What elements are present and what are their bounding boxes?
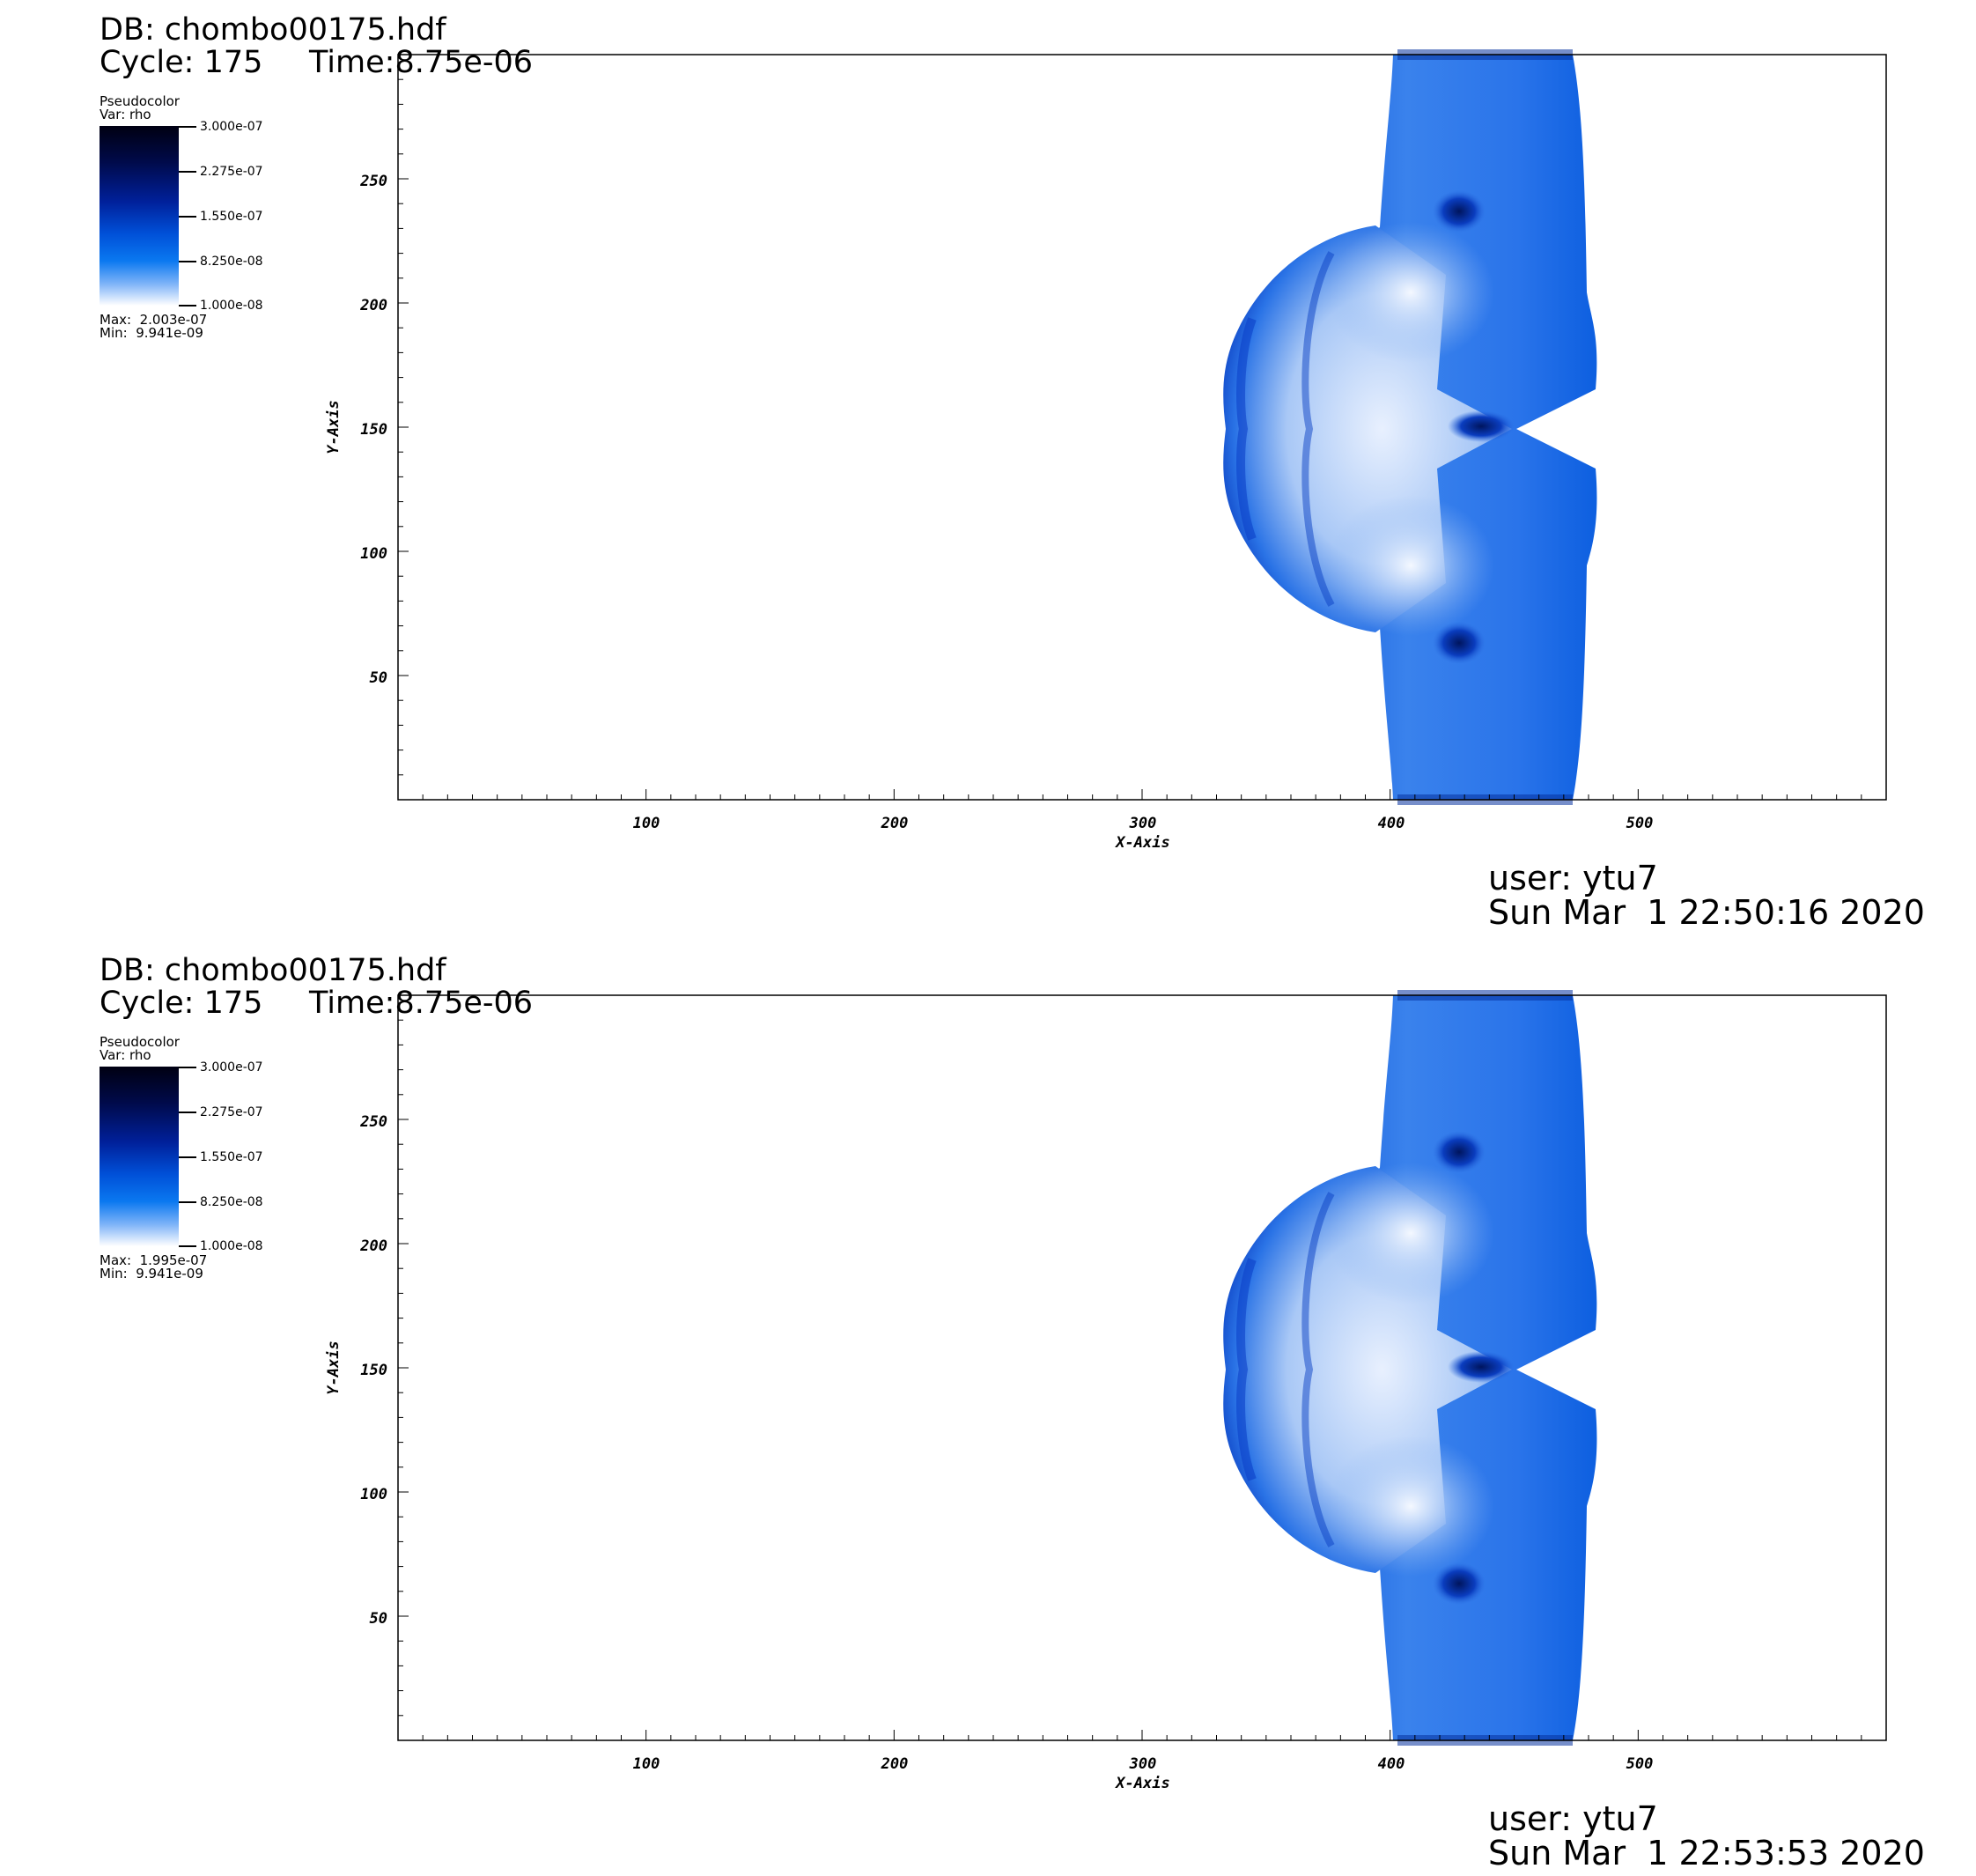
- y-tick-label: 250: [359, 173, 387, 190]
- bright-core: [1327, 1163, 1494, 1304]
- colorbar: [100, 1067, 179, 1246]
- x-axis-label: X-Axis: [1114, 834, 1169, 852]
- x-tick-label: 300: [1129, 815, 1157, 832]
- y-tick-label: 50: [370, 669, 387, 687]
- y-tick-label: 100: [360, 545, 387, 563]
- colorbar: [100, 126, 179, 306]
- x-tick-label: 500: [1626, 1755, 1654, 1773]
- density-plot: 100 200 300 400 500 X-Axis 50 100 150 20…: [325, 990, 1887, 1792]
- y-axis: 50 100 150 200 250 Y-Axis: [325, 1113, 387, 1628]
- colorbar-tick: [179, 1067, 196, 1068]
- density-ridge: [1236, 317, 1257, 541]
- density-ridge: [1301, 1192, 1335, 1547]
- x-tick-label: 100: [633, 1755, 660, 1773]
- y-tick-label: 200: [359, 297, 387, 314]
- legend-max: Max: 1.995e-07: [100, 1252, 208, 1268]
- legend-variable: Var: rho: [100, 1047, 151, 1063]
- database-label: DB: chombo00175.hdf: [100, 12, 446, 48]
- y-axis-label: Y-Axis: [325, 1341, 343, 1394]
- colorbar-tick-label: 8.250e-08: [200, 1195, 263, 1209]
- legend-variable: Var: rho: [100, 107, 151, 122]
- legend-min: Min: 9.941e-09: [100, 325, 203, 341]
- colorbar-tick-label: 1.550e-07: [200, 1150, 263, 1164]
- colorbar-tick-label: 1.000e-08: [200, 1239, 263, 1253]
- density-ridge: [1236, 1258, 1257, 1481]
- time-label: Time:8.75e-06: [309, 986, 534, 1021]
- y-tick-label: 50: [370, 1610, 387, 1628]
- colorbar-tick: [179, 171, 196, 173]
- bright-core: [1327, 222, 1494, 363]
- y-tick-label: 100: [360, 1486, 387, 1503]
- vortex: [1433, 190, 1486, 233]
- y-tick-label: 250: [359, 1113, 387, 1131]
- x-tick-label: 500: [1626, 815, 1654, 832]
- date-label: Sun Mar 1 22:53:53 2020: [1488, 1834, 1925, 1872]
- x-tick-label: 200: [881, 1755, 909, 1773]
- legend-min: Min: 9.941e-09: [100, 1266, 203, 1281]
- date-label: Sun Mar 1 22:50:16 2020: [1488, 893, 1925, 932]
- density-ridge: [1301, 251, 1335, 607]
- time-label: Time:8.75e-06: [309, 45, 534, 80]
- bright-core: [1327, 495, 1494, 636]
- vortex: [1433, 1131, 1486, 1173]
- vortex: [1433, 1562, 1486, 1605]
- y-tick-label: 200: [359, 1237, 387, 1255]
- visit-panel-1: DB: chombo00175.hdf Cycle: 175 Time:8.75…: [0, 0, 1976, 935]
- colorbar-tick: [179, 1112, 196, 1113]
- colorbar-tick-label: 2.275e-07: [200, 165, 263, 179]
- colorbar-tick: [179, 1245, 196, 1247]
- plot-frame: [397, 994, 1887, 1741]
- user-label: user: ytu7: [1488, 859, 1658, 897]
- colorbar-tick-label: 1.550e-07: [200, 210, 263, 224]
- x-axis: 100 200 300 400 500 X-Axis: [633, 815, 1654, 852]
- y-tick-label: 150: [360, 1362, 387, 1379]
- colorbar-tick-label: 3.000e-07: [200, 1060, 263, 1075]
- density-plot: 100 200 300 400 500 X-Axis 50 100 150 20…: [325, 49, 1887, 852]
- colorbar-tick: [179, 126, 196, 128]
- axis-ticks: [398, 1019, 1862, 1740]
- vortex: [1448, 1351, 1515, 1383]
- colorbar-tick-label: 3.000e-07: [200, 120, 263, 134]
- database-label: DB: chombo00175.hdf: [100, 953, 446, 988]
- x-tick-label: 300: [1129, 1755, 1157, 1773]
- y-axis: 50 100 150 200 250 Y-Axis: [325, 173, 387, 687]
- colorbar-tick: [179, 261, 196, 262]
- y-axis-label: Y-Axis: [325, 400, 343, 454]
- x-tick-label: 400: [1378, 1755, 1405, 1773]
- x-axis: 100 200 300 400 500 X-Axis: [633, 1755, 1654, 1792]
- visit-panel-2: DB: chombo00175.hdf Cycle: 175 Time:8.75…: [0, 941, 1976, 1876]
- colorbar-tick-label: 2.275e-07: [200, 1105, 263, 1119]
- legend-max: Max: 2.003e-07: [100, 312, 208, 328]
- legend-plot-type: Pseudocolor: [100, 1034, 180, 1050]
- plot-frame: [397, 54, 1887, 801]
- vortex: [1433, 622, 1486, 664]
- user-label: user: ytu7: [1488, 1799, 1658, 1838]
- x-tick-label: 100: [633, 815, 660, 832]
- vortex: [1448, 410, 1515, 442]
- colorbar-tick: [179, 305, 196, 307]
- cycle-label: Cycle: 175: [100, 45, 263, 80]
- colorbar-tick-label: 8.250e-08: [200, 255, 263, 269]
- bright-core: [1327, 1436, 1494, 1577]
- axis-ticks: [398, 78, 1862, 800]
- colorbar-tick: [179, 1201, 196, 1203]
- density-field: [1223, 990, 1597, 1746]
- x-axis-label: X-Axis: [1114, 1775, 1169, 1792]
- x-tick-label: 400: [1378, 815, 1405, 832]
- density-field: [1223, 49, 1597, 805]
- cycle-label: Cycle: 175: [100, 986, 263, 1021]
- y-tick-label: 150: [360, 421, 387, 439]
- legend-plot-type: Pseudocolor: [100, 93, 180, 109]
- colorbar-tick-label: 1.000e-08: [200, 299, 263, 313]
- x-tick-label: 200: [881, 815, 909, 832]
- colorbar-tick: [179, 216, 196, 218]
- colorbar-tick: [179, 1156, 196, 1158]
